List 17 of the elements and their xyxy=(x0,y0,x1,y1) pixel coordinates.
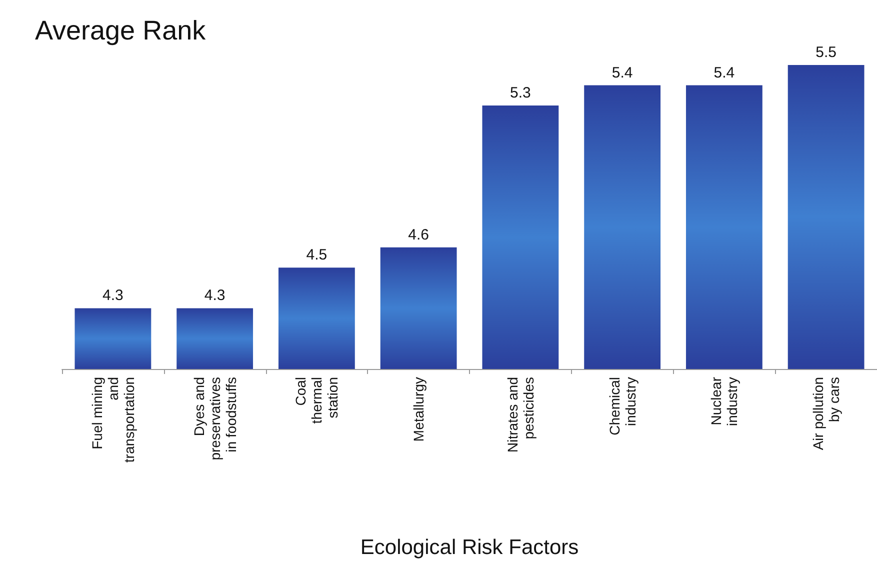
data-label: 5.3 xyxy=(510,84,531,102)
chart-title: Average Rank xyxy=(35,16,206,46)
data-label: 5.4 xyxy=(612,64,633,82)
data-label: 4.3 xyxy=(102,287,124,304)
data-label: 5.5 xyxy=(816,44,836,61)
data-label: 4.3 xyxy=(204,287,226,304)
data-label: 4.5 xyxy=(306,246,328,264)
x-tick-label: Chemical industry xyxy=(606,377,638,436)
x-axis-title: Ecological Risk Factors xyxy=(360,536,579,559)
x-tick-label: Nuclear industry xyxy=(708,376,740,426)
x-tick-label: Coal thermal station xyxy=(292,377,341,424)
x-tick-label: Metallurgy xyxy=(410,377,427,442)
x-tick-label: Nitrates and pesticides xyxy=(504,377,536,452)
x-tick-label: Air pollution by cars xyxy=(810,377,842,450)
data-label: 4.6 xyxy=(408,226,429,244)
data-label: 5.4 xyxy=(714,64,735,82)
x-tick-label: Fuel mining and transportation xyxy=(88,377,137,463)
